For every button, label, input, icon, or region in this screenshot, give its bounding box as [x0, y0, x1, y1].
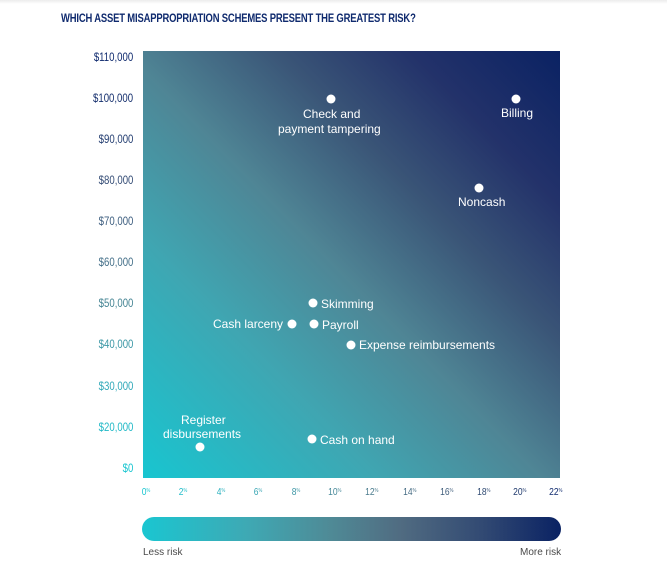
y-tick: $80,000	[98, 173, 133, 187]
label-check-line1: Check and	[303, 107, 361, 121]
point-payroll	[309, 319, 319, 329]
label-register-line1: Register	[181, 413, 226, 427]
y-tick: $30,000	[98, 379, 133, 393]
x-tick: 12%	[365, 487, 379, 498]
label-check-line2: payment tampering	[278, 122, 381, 136]
point-expense-reimbursements	[346, 340, 356, 350]
label-skimming: Skimming	[321, 297, 374, 311]
point-cash-on-hand	[307, 434, 317, 444]
x-tick: 10%	[328, 487, 342, 498]
point-skimming	[308, 298, 318, 308]
y-tick: $50,000	[98, 296, 133, 310]
y-tick: $40,000	[98, 337, 133, 351]
label-noncash: Noncash	[458, 195, 506, 209]
label-payroll: Payroll	[322, 318, 359, 332]
chart-title: WHICH ASSET MISAPPROPRIATION SCHEMES PRE…	[61, 13, 416, 25]
legend-less-risk: Less risk	[143, 547, 183, 558]
legend-more-risk: More risk	[520, 547, 562, 558]
y-tick: $90,000	[98, 132, 133, 146]
risk-gradient-legend	[142, 517, 561, 541]
label-cash-larceny: Cash larceny	[213, 317, 284, 331]
x-tick: 0%	[141, 487, 151, 498]
point-register-disbursements	[195, 442, 205, 452]
point-billing	[511, 94, 521, 104]
top-divider	[0, 0, 667, 4]
x-tick: 22%	[549, 487, 563, 498]
y-tick: $100,000	[92, 91, 133, 105]
x-tick: 4%	[216, 487, 226, 498]
x-tick: 20%	[513, 487, 527, 498]
x-tick: 18%	[477, 487, 491, 498]
x-tick: 16%	[440, 487, 454, 498]
y-tick: $60,000	[98, 255, 133, 269]
y-tick: $70,000	[98, 214, 133, 228]
y-tick: $20,000	[98, 420, 133, 434]
x-tick: 2%	[178, 487, 188, 498]
point-check-payment-tampering	[326, 94, 336, 104]
point-cash-larceny	[287, 319, 297, 329]
y-tick: $0	[122, 461, 133, 475]
label-billing: Billing	[501, 106, 534, 120]
y-tick: $110,000	[93, 50, 133, 64]
label-register-line2: disbursements	[163, 427, 242, 441]
label-cash-on-hand: Cash on hand	[320, 433, 395, 447]
x-tick: 14%	[403, 487, 417, 498]
x-tick: 6%	[253, 487, 263, 498]
label-expense-reimbursements: Expense reimbursements	[359, 338, 496, 352]
plot-area	[143, 51, 560, 478]
point-noncash	[474, 183, 484, 193]
x-tick: 8%	[291, 487, 301, 498]
